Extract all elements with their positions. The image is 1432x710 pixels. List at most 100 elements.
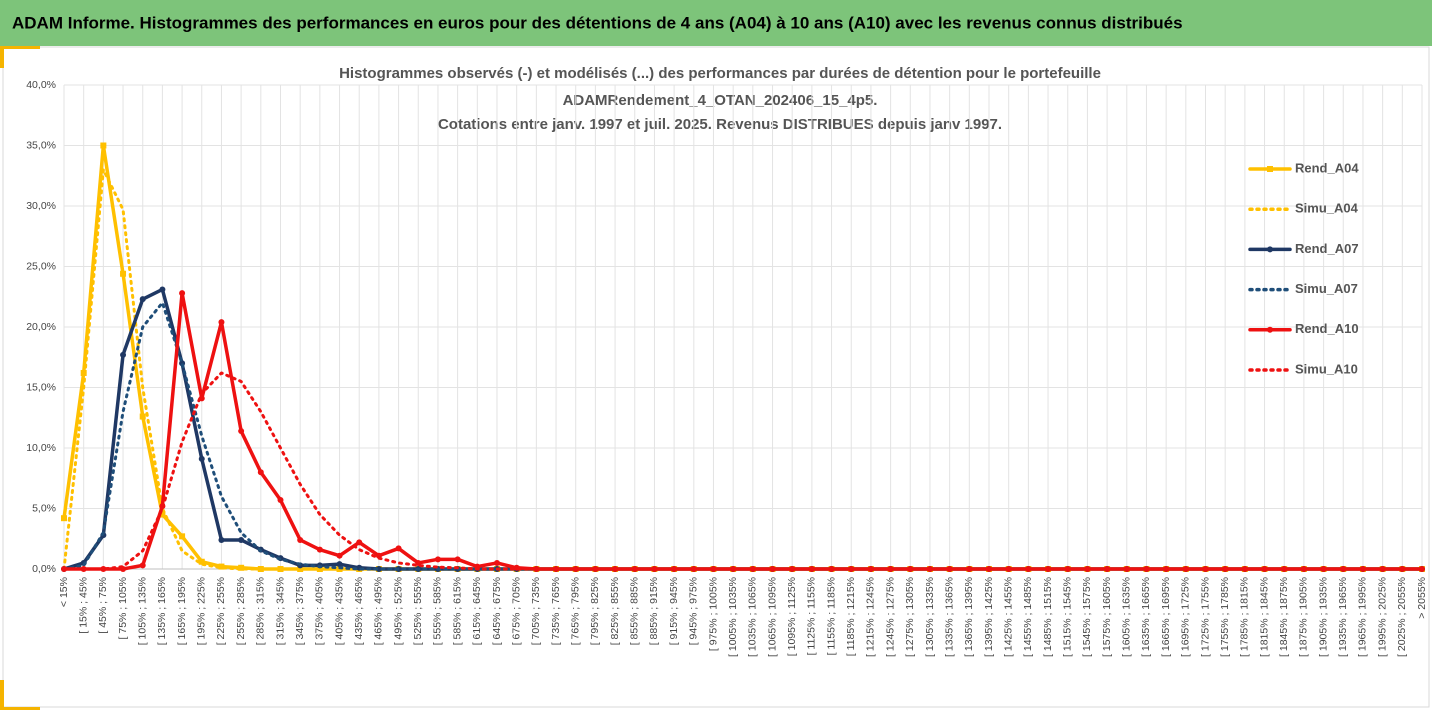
x-tick-label: [ 1575% ; 1605% [1101,577,1113,657]
x-tick-label: [ 975% ; 1005% [707,577,719,651]
x-tick-label: [ 225% ; 255% [215,577,227,645]
x-tick-label: [ 1515% ; 1545% [1062,577,1074,657]
x-tick-label: [ 465% ; 495% [373,577,385,645]
marker [238,428,245,435]
marker [316,546,323,553]
x-tick-label: [ 1245% ; 1275% [884,577,896,657]
x-tick-label: [ 1305% ; 1335% [924,577,936,657]
marker [238,536,245,543]
x-tick-label: [ 375% ; 405% [314,577,326,645]
x-tick-label: [ 1755% ; 1785% [1219,577,1231,657]
x-tick-label: [ 1785% ; 1815% [1239,577,1251,657]
x-tick-label: [ 1635% ; 1665% [1140,577,1152,657]
marker [1045,566,1052,572]
y-tick-label: 10,0% [26,442,56,454]
marker [434,556,441,563]
legend-marker [1267,246,1273,253]
x-tick-label: [ 1935% ; 1965% [1337,577,1349,657]
x-tick-label: [ 855% ; 885% [629,577,641,645]
legend-marker [1267,326,1273,333]
x-tick-label: [ 1425% ; 1455% [1002,577,1014,657]
legend-label: Simu_A04 [1295,201,1359,216]
x-tick-label: > 2055% [1416,577,1428,619]
x-tick-label: [ 705% ; 735% [530,577,542,645]
x-tick-label: [ 1185% ; 1215% [845,577,857,656]
marker [1261,566,1268,572]
marker [316,566,323,572]
legend-label: Rend_A10 [1295,321,1359,336]
x-tick-label: [ 2025% ; 2055% [1396,577,1408,657]
marker [336,561,343,568]
marker [1359,566,1366,572]
y-tick-label: 40,0% [26,79,56,91]
marker [848,566,855,572]
x-tick-label: [ 435% ; 465% [353,577,365,645]
x-tick-label: [ 1155% ; 1185% [825,577,837,655]
x-tick-label: [ 45% ; 75% [97,577,109,634]
marker [533,566,540,572]
x-tick-label: [ 1605% ; 1635% [1121,577,1133,657]
x-tick-label: [ 1335% ; 1365% [943,577,955,657]
marker [218,563,225,570]
x-tick-label: [ 165% ; 195% [176,577,188,645]
x-tick-label: < 15% [58,577,70,607]
x-tick-label: [ 675% ; 705% [510,577,522,645]
x-tick-label: [ 1905% ; 1935% [1317,577,1329,657]
accent [0,46,4,68]
x-tick-label: [ 1065% ; 1095% [766,577,778,657]
marker [257,469,264,476]
chart-title: Histogrammes observés (-) et modélisés (… [339,65,1101,82]
marker [1163,566,1170,572]
marker [375,566,382,572]
marker [139,413,146,420]
x-tick-label: [ 795% ; 825% [589,577,601,645]
x-tick-label: [ 585% ; 615% [451,577,463,645]
marker [946,566,953,572]
marker [100,142,107,149]
x-tick-label: [ 135% ; 165% [156,577,168,645]
x-tick-label: [ 825% ; 855% [609,577,621,645]
header-title: ADAM Informe. Histogrammes des performan… [12,13,1183,32]
x-tick-label: [ 1215% ; 1245% [865,577,877,657]
marker [631,566,638,572]
marker [730,566,737,572]
x-tick-label: [ 1665% ; 1695% [1160,577,1172,657]
marker [100,566,107,572]
y-tick-label: 20,0% [26,321,56,333]
legend-label: Simu_A07 [1295,281,1358,296]
x-tick-label: [ 315% ; 345% [274,577,286,645]
legend-label: Rend_A07 [1295,241,1359,256]
x-tick-label: [ 345% ; 375% [294,577,306,645]
x-tick-label: [ 1695% ; 1725% [1180,577,1192,657]
y-tick-label: 25,0% [26,260,56,272]
x-tick-label: [ 1875% ; 1905% [1298,577,1310,657]
marker [493,559,500,566]
legend-label: Simu_A10 [1295,361,1358,376]
chart-title: Cotations entre janv. 1997 et juil. 2025… [438,116,1002,133]
x-tick-label: [ 75% ; 105% [117,577,129,639]
marker [179,290,186,297]
x-tick-label: [ 1275% ; 1305% [904,577,916,657]
marker [238,564,245,571]
marker [120,351,127,358]
header-bar [0,0,1432,46]
accent [0,680,4,710]
series-line [62,371,1424,571]
x-tick-label: [ 495% ; 525% [392,577,404,645]
marker [828,566,835,572]
x-tick-label: [ 1995% ; 2025% [1376,577,1388,657]
marker [1143,566,1150,572]
x-tick-label: [ 1035% ; 1065% [747,577,759,657]
x-tick-label: [ 645% ; 675% [491,577,503,645]
marker [218,536,225,543]
y-tick-label: 0,0% [32,563,56,575]
x-tick-label: [ 945% ; 975% [688,577,700,645]
accent [0,707,40,710]
x-tick-label: [ 195% ; 225% [196,577,208,645]
accent [0,46,40,49]
x-tick-label: [ 1125% ; 1155% [806,577,818,655]
x-tick-label: [ 285% ; 315% [255,577,267,645]
x-tick-label: [ 1725% ; 1755% [1199,577,1211,657]
x-tick-label: [ 735% ; 765% [550,577,562,645]
x-tick-label: [ 1095% ; 1125% [786,577,798,656]
